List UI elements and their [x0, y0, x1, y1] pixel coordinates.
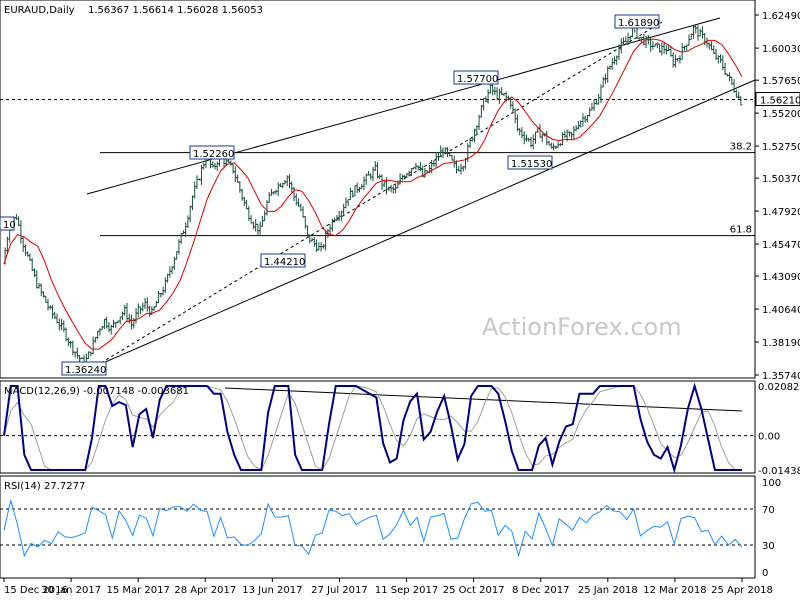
y-tick-label: 1.57650: [762, 76, 800, 87]
annotation-label: 1.61890: [618, 18, 659, 29]
annotation-box: [453, 70, 499, 85]
macd-line: [3, 382, 742, 474]
annotation-box: [61, 361, 107, 376]
dashed-trendline: [95, 21, 663, 367]
rsi-title: RSI(14) 27.7277: [4, 481, 85, 492]
x-tick-label: 25 Jan 2018: [578, 585, 638, 596]
y-tick-label: 1.60030: [762, 44, 800, 55]
rsi-tick-label: 30: [762, 541, 775, 552]
annotation-label: 10: [3, 220, 16, 231]
annotation-label: 1.51530: [511, 159, 552, 170]
moving-average: [3, 38, 743, 350]
macd-panel: [0, 380, 756, 474]
rsi-tick-label: 70: [762, 505, 775, 516]
annotation-box: [0, 216, 15, 231]
x-tick-label: 28 Apr 2017: [174, 585, 236, 596]
y-tick-label: 1.52750: [762, 142, 800, 153]
y-tick-label: 1.47920: [762, 207, 800, 218]
x-tick-label: 25 Oct 2017: [443, 585, 505, 596]
price-axis: 1.62490 1.60030 1.57650 1.55200 1.52750 1.503…: [755, 11, 800, 382]
channel-upper-line: [86, 17, 721, 195]
annotation-box: [614, 14, 660, 29]
current-price-label: 1.56210: [760, 96, 800, 107]
fib-label: 38.2: [730, 142, 752, 153]
y-tick-label: 1.50370: [762, 174, 800, 185]
x-tick-label: 13 Jun 2017: [242, 585, 302, 596]
annotation-label: 1.36240: [65, 365, 106, 376]
macd-lines: 0.020827 0.00 -0.014386: [0, 382, 800, 477]
annotation-box: [507, 155, 553, 170]
rsi-line: [3, 499, 743, 558]
trendlines: [86, 17, 756, 367]
annotation-box: [189, 145, 235, 160]
y-tick-label: 1.43090: [762, 272, 800, 283]
x-tick-label: 15 Mar 2017: [106, 585, 169, 596]
annotation-label: 1.52260: [193, 149, 234, 160]
x-tick-label: 27 Jul 2017: [311, 585, 368, 596]
annotation-label: 1.57700: [457, 74, 498, 85]
annotation-label: 1.44210: [264, 257, 305, 268]
macd-tick-label: 0.020827: [758, 382, 800, 393]
x-tick-label: 8 Dec 2017: [512, 585, 570, 596]
rsi-panel: [0, 475, 756, 579]
macd-trendline: [224, 387, 743, 412]
watermark: ActionForex.com: [482, 313, 682, 341]
x-tick-label: 15 Dec 2016: [4, 585, 68, 596]
x-tick-label: 25 Apr 2018: [711, 585, 773, 596]
current-price-tag: [755, 92, 800, 107]
main-panel: [0, 0, 756, 379]
macd-title: MACD(12,26,9) -0.007148 -0.003681: [4, 386, 189, 397]
chart-symbol: EURAUD,Daily: [4, 5, 75, 16]
rsi-tick-label: 100: [762, 478, 781, 489]
annotation-box: [260, 253, 306, 268]
chart-ohlc: 1.56367 1.56614 1.56028 1.56053: [88, 5, 263, 16]
y-tick-label: 1.45470: [762, 240, 800, 251]
x-tick-label: 30 Jan 2017: [41, 585, 101, 596]
rsi-lines: 100 70 30 0: [0, 478, 781, 579]
macd-tick-label: 0.00: [758, 432, 780, 443]
y-tick-label: 1.40640: [762, 305, 800, 316]
x-tick-label: 12 Mar 2018: [643, 585, 706, 596]
y-tick-label: 1.38190: [762, 338, 800, 349]
price-annotations: 1.36240 1.44210 1.52260 1.57700 1.51530 1.618…: [0, 14, 800, 376]
y-tick-label: 1.55200: [762, 109, 800, 120]
y-tick-label: 1.62490: [762, 11, 800, 22]
sma-line: [3, 38, 743, 350]
fib-label: 61.8: [730, 225, 752, 236]
channel-lower-line: [95, 79, 756, 367]
rsi-tick-label: 0: [762, 568, 768, 579]
macd-tick-label: -0.014386: [758, 466, 800, 477]
y-tick-label: 1.35740: [762, 371, 800, 382]
x-tick-label: 11 Sep 2017: [375, 585, 438, 596]
